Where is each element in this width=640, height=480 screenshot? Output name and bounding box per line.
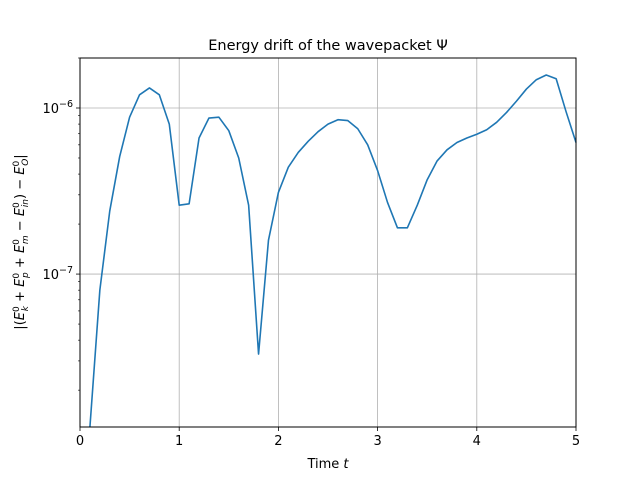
x-tick-label: 3	[373, 434, 381, 449]
x-tick-label: 4	[473, 434, 481, 449]
plot-area	[80, 58, 576, 427]
y-axis-label: |(E0k + E0p + E0m − E0in) − E0O|	[12, 154, 31, 329]
x-tick-label: 5	[572, 434, 580, 449]
series-layer	[89, 74, 577, 428]
plot-frame	[79, 57, 577, 428]
chart-title: Energy drift of the wavepacket Ψ	[208, 38, 448, 54]
x-tick-label: 2	[274, 434, 282, 449]
x-axis-label: Time t	[306, 457, 349, 472]
x-tick-label: 1	[175, 434, 183, 449]
y-tick-label: 10−6	[42, 99, 73, 117]
tick-layer: 0 1 2 3 4 5 10−7 10−6	[42, 57, 580, 449]
series-line	[89, 74, 577, 428]
y-tick-label: 10−7	[42, 265, 73, 283]
x-tick-label: 0	[76, 434, 84, 449]
